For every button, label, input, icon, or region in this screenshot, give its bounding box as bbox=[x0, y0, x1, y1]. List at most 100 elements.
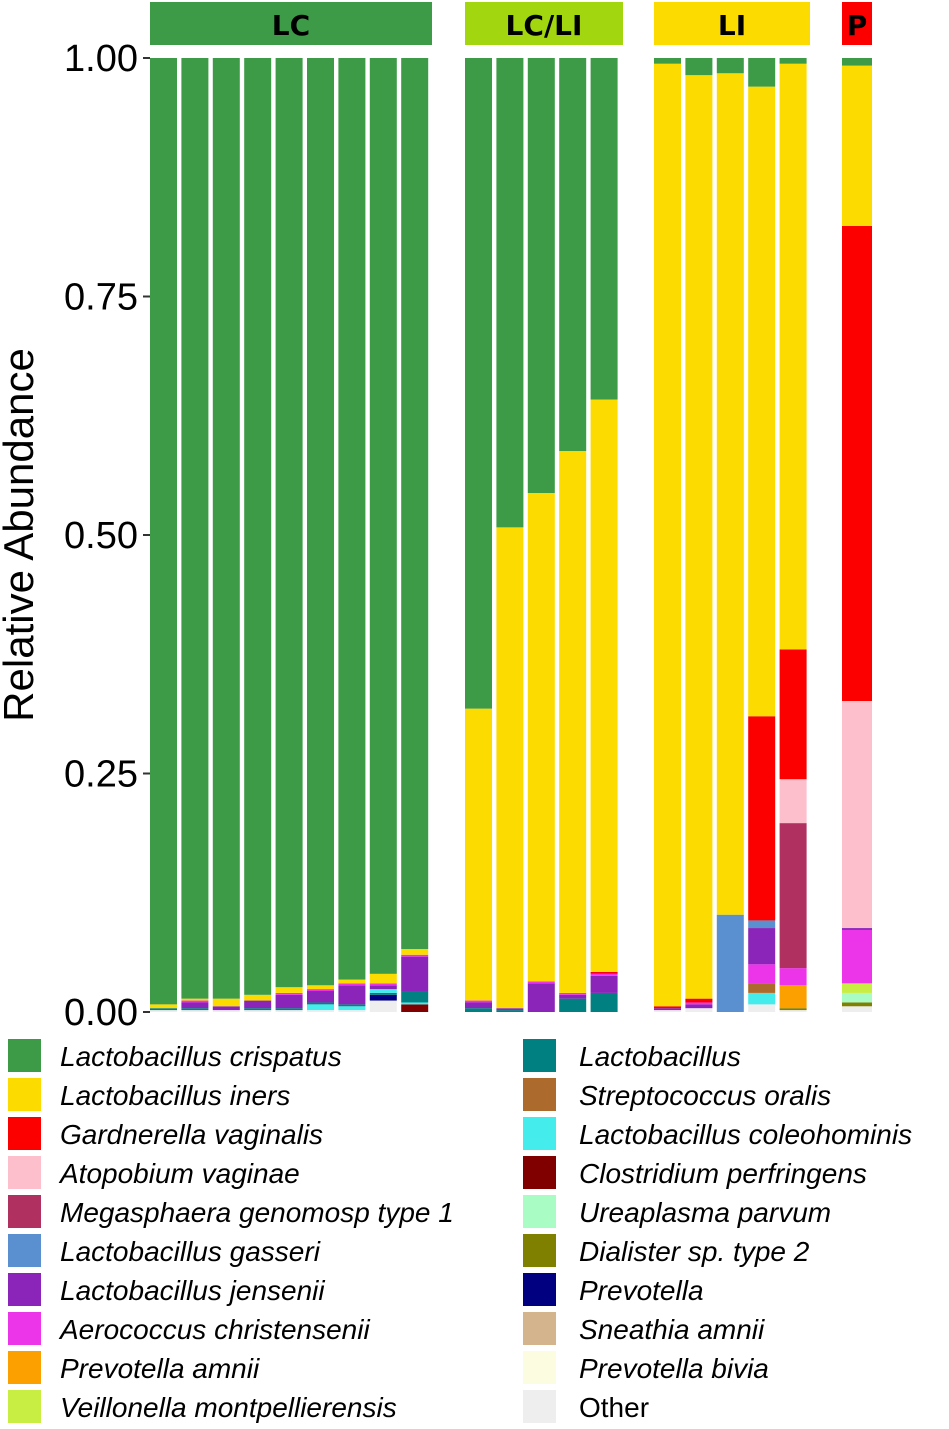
y-tick-label: 0.00 bbox=[64, 992, 138, 1034]
bar-segment bbox=[748, 1004, 776, 1012]
bar-segment bbox=[465, 1000, 492, 1003]
bar-segment bbox=[338, 983, 366, 986]
legend-key bbox=[8, 1156, 41, 1189]
legend-label: Lactobacillus gasseri bbox=[60, 1236, 321, 1267]
bar-segment bbox=[275, 992, 303, 995]
strip-label: LC/LI bbox=[506, 9, 583, 42]
bar-segment bbox=[338, 979, 366, 984]
bar-segment bbox=[842, 928, 872, 930]
bar-segment bbox=[842, 225, 872, 701]
legend: Lactobacillus crispatus Lactobacillus ine… bbox=[8, 1039, 912, 1423]
bar-segment bbox=[150, 1008, 177, 1011]
bar-segment bbox=[307, 1010, 334, 1012]
bar-segment bbox=[779, 63, 807, 650]
legend-label: Prevotella amnii bbox=[60, 1353, 260, 1384]
bar-segment bbox=[212, 998, 240, 1007]
bar-segment bbox=[307, 989, 334, 992]
bar-segment bbox=[842, 65, 872, 226]
y-tick-label: 0.25 bbox=[64, 754, 138, 796]
bar-segment bbox=[685, 1008, 713, 1012]
legend-key bbox=[8, 1390, 41, 1423]
legend-key bbox=[8, 1273, 41, 1306]
bar-segment bbox=[181, 58, 209, 999]
legend-label: Atopobium vaginae bbox=[58, 1158, 300, 1189]
bar-segment bbox=[779, 985, 807, 1009]
bar-segment bbox=[150, 58, 177, 1005]
bar-segment bbox=[748, 992, 776, 1005]
legend-label: Ureaplasma parvum bbox=[579, 1197, 831, 1228]
bar-segment bbox=[685, 998, 713, 1003]
bar-segment bbox=[275, 1010, 303, 1012]
bar-segment bbox=[590, 973, 618, 976]
legend-label: Lactobacillus coleohominis bbox=[579, 1119, 912, 1150]
bar-segment bbox=[842, 1006, 872, 1012]
bar-segment bbox=[307, 991, 334, 1003]
bar-segment bbox=[181, 1000, 209, 1003]
bar-segment bbox=[369, 1000, 397, 1012]
bar-segment bbox=[307, 1004, 334, 1011]
bar-segment bbox=[212, 1010, 240, 1012]
bar-segment bbox=[842, 58, 872, 66]
bar-segment bbox=[275, 1008, 303, 1011]
legend-label: Sneathia amnii bbox=[579, 1314, 765, 1345]
bar-segment bbox=[842, 992, 872, 1003]
bar-segment bbox=[244, 1010, 272, 1012]
bar-segment bbox=[654, 63, 681, 1007]
legend-key bbox=[523, 1234, 556, 1267]
strip-label: LC bbox=[272, 9, 310, 42]
bar-segment bbox=[748, 983, 776, 993]
y-tick-label: 1.00 bbox=[64, 38, 138, 80]
legend-label: Lactobacillus bbox=[579, 1041, 741, 1072]
bar-segment bbox=[338, 1010, 366, 1012]
legend-key bbox=[8, 1351, 41, 1384]
bar-segment bbox=[842, 700, 872, 929]
bar-segment bbox=[748, 964, 776, 984]
bar-segment bbox=[401, 58, 429, 950]
bar-segment bbox=[369, 985, 397, 990]
strip-label: P bbox=[847, 9, 868, 42]
bar-segment bbox=[307, 58, 334, 986]
legend-key bbox=[8, 1039, 41, 1072]
bar-segment bbox=[748, 920, 776, 929]
bar-segment bbox=[181, 1002, 209, 1009]
bar-segment bbox=[654, 58, 681, 64]
bar-segment bbox=[181, 1008, 209, 1011]
bar-segment bbox=[338, 1004, 366, 1007]
legend-label: Other bbox=[579, 1392, 649, 1423]
legend-key bbox=[523, 1078, 556, 1111]
legend-label: Lactobacillus iners bbox=[60, 1080, 290, 1111]
bar-segment bbox=[748, 86, 776, 717]
bar-segment bbox=[275, 987, 303, 993]
bar-segment bbox=[244, 1008, 272, 1011]
bar-segment bbox=[842, 1002, 872, 1007]
strip-p bbox=[842, 2, 872, 45]
bar-segment bbox=[496, 527, 524, 1009]
strip-li bbox=[654, 2, 810, 45]
bar-segment bbox=[212, 58, 240, 999]
legend-key bbox=[523, 1312, 556, 1345]
strip-lc bbox=[150, 2, 432, 45]
bar-segment bbox=[527, 58, 555, 494]
legend-key bbox=[523, 1039, 556, 1072]
strip-label: LI bbox=[718, 9, 746, 42]
bars bbox=[150, 58, 872, 1012]
bar-segment bbox=[496, 1008, 524, 1011]
bar-segment bbox=[748, 716, 776, 921]
y-tick-label: 0.75 bbox=[64, 277, 138, 319]
legend-key bbox=[523, 1195, 556, 1228]
legend-key bbox=[523, 1117, 556, 1150]
bar-segment bbox=[779, 1010, 807, 1012]
bar-segment bbox=[369, 992, 397, 995]
bar-segment bbox=[181, 998, 209, 1001]
bar-segment bbox=[779, 58, 807, 64]
bar-segment bbox=[559, 58, 587, 452]
legend-key bbox=[8, 1117, 41, 1150]
y-axis: 0.00 0.25 0.50 0.75 1.00 bbox=[64, 38, 150, 1034]
legend-key bbox=[8, 1195, 41, 1228]
legend-label: Megasphaera genomosp type 1 bbox=[60, 1197, 454, 1228]
bar-segment bbox=[590, 399, 618, 972]
legend-label: Prevotella bbox=[579, 1275, 704, 1306]
bar-segment bbox=[590, 992, 618, 1012]
bar-segment bbox=[748, 58, 776, 87]
bar-segment bbox=[465, 708, 492, 1001]
